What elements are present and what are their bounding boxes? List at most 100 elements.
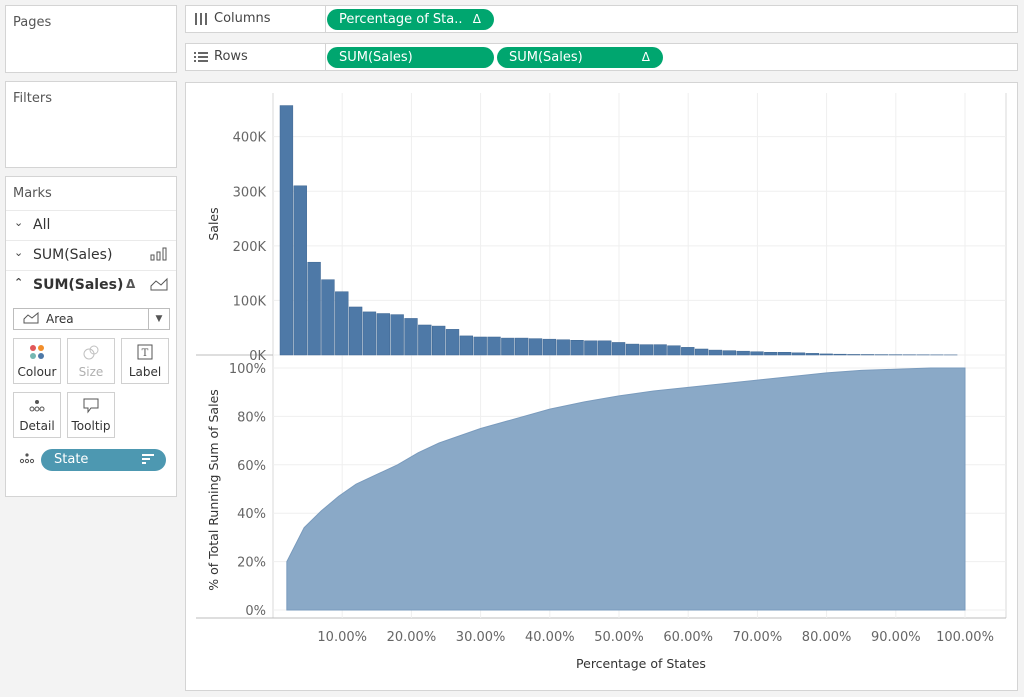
colour-button[interactable]: Colour xyxy=(13,338,61,384)
tooltip-button[interactable]: Tooltip xyxy=(67,392,115,438)
y-axis-title: % of Total Running Sum of Sales xyxy=(206,389,221,591)
bar xyxy=(639,344,653,356)
percentage-of-states-pill-label: Percentage of Sta.. xyxy=(339,12,463,27)
bar xyxy=(584,340,598,356)
marks-title: Marks xyxy=(13,186,52,201)
mark-type-value: Area xyxy=(46,312,74,326)
y-axis-title: Sales xyxy=(206,207,221,240)
y-tick-label: 80% xyxy=(237,410,266,425)
size-label: Size xyxy=(78,365,104,379)
bar xyxy=(653,344,667,356)
tooltip-label: Tooltip xyxy=(71,419,111,433)
bar xyxy=(681,347,695,356)
marks-layer-bar-row[interactable]: ⌄ SUM(Sales) xyxy=(6,240,176,269)
state-field-pill[interactable]: State xyxy=(41,449,166,471)
bar xyxy=(445,329,460,356)
y-tick-label: 100K xyxy=(233,294,267,309)
pages-card[interactable]: Pages xyxy=(5,5,177,73)
tooltip-icon xyxy=(68,398,114,416)
bar xyxy=(279,105,294,356)
bar xyxy=(556,339,570,356)
colour-label: Colour xyxy=(17,365,57,379)
bar xyxy=(362,311,377,356)
area-chart-icon xyxy=(23,311,39,327)
chevron-down-icon: ⌄ xyxy=(14,216,24,229)
sort-descending-icon xyxy=(142,449,154,471)
y-tick-label: 100% xyxy=(229,362,266,377)
delta-icon: Δ xyxy=(641,50,650,64)
rows-icon xyxy=(194,44,208,73)
columns-icon xyxy=(194,6,208,35)
bar xyxy=(667,345,681,356)
chart-view[interactable]: 0K 100K 200K 300K 400K Sales 0% 20% 40% 60% 80% 100… xyxy=(185,82,1018,691)
columns-shelf-label: Columns xyxy=(186,6,326,32)
detail-icon xyxy=(14,398,60,416)
pages-title: Pages xyxy=(13,15,52,30)
detail-button[interactable]: Detail xyxy=(13,392,61,438)
x-tick-label: 40.00% xyxy=(525,630,575,645)
x-tick-label: 100.00% xyxy=(936,630,994,645)
filters-card[interactable]: Filters xyxy=(5,81,177,168)
x-tick-label: 50.00% xyxy=(594,630,644,645)
sum-sales-pill-1-label: SUM(Sales) xyxy=(339,50,413,65)
percentage-of-states-pill[interactable]: Percentage of Sta.. Δ xyxy=(327,9,494,30)
columns-label: Columns xyxy=(214,11,271,26)
colour-icon xyxy=(14,344,60,362)
detail-label: Detail xyxy=(19,419,55,433)
label-button[interactable]: T Label xyxy=(121,338,169,384)
bar xyxy=(598,340,612,356)
bar xyxy=(376,313,390,356)
bar xyxy=(542,338,557,356)
size-button[interactable]: Size xyxy=(67,338,115,384)
bar xyxy=(459,335,474,356)
sum-sales-pill-1[interactable]: SUM(Sales) xyxy=(327,47,494,68)
y-tick-label: 20% xyxy=(237,556,266,571)
marks-layer-area-row[interactable]: ⌃ SUM(Sales) Δ xyxy=(6,270,176,299)
x-tick-label: 10.00% xyxy=(317,630,367,645)
chevron-up-icon: ⌃ xyxy=(14,276,24,289)
bar xyxy=(791,352,806,356)
bar-chart-icon xyxy=(150,247,168,264)
rows-label: Rows xyxy=(214,49,248,64)
rows-shelf[interactable]: Rows SUM(Sales) SUM(Sales) Δ xyxy=(185,43,1018,71)
bar xyxy=(625,343,640,356)
bar xyxy=(736,350,750,356)
bar xyxy=(819,353,833,356)
bar xyxy=(515,337,529,356)
y-tick-label: 300K xyxy=(233,185,267,200)
bar xyxy=(487,336,501,356)
bar xyxy=(473,336,487,356)
bar xyxy=(722,350,736,356)
delta-icon: Δ xyxy=(126,277,136,291)
bar xyxy=(501,337,515,356)
detail-icon xyxy=(19,452,35,467)
mark-type-dropdown[interactable]: Area ▼ xyxy=(13,308,170,330)
x-tick-label: 90.00% xyxy=(871,630,921,645)
sum-sales-pill-2[interactable]: SUM(Sales) Δ xyxy=(497,47,663,68)
bar xyxy=(418,324,432,356)
bar xyxy=(390,314,404,356)
area-chart-icon xyxy=(150,277,168,294)
y-tick-label: 40% xyxy=(237,507,266,522)
marks-card: Marks ⌄ All ⌄ SUM(Sales) ⌃ SUM(Sales) Δ … xyxy=(5,176,177,497)
bar xyxy=(777,352,792,356)
bar xyxy=(335,291,349,356)
x-tick-label: 20.00% xyxy=(387,630,437,645)
bar xyxy=(708,349,723,356)
bar xyxy=(293,185,307,356)
columns-shelf[interactable]: Columns Percentage of Sta.. Δ xyxy=(185,5,1018,33)
filters-title: Filters xyxy=(13,91,52,106)
y-tick-label: 0K xyxy=(249,349,266,364)
label-label: Label xyxy=(128,365,162,379)
marks-all-row[interactable]: ⌄ All xyxy=(6,210,176,239)
bar xyxy=(847,354,861,356)
bar xyxy=(694,348,709,356)
label-icon: T xyxy=(122,344,168,362)
dropdown-arrow-icon: ▼ xyxy=(148,309,169,329)
x-tick-label: 30.00% xyxy=(456,630,506,645)
x-tick-label: 80.00% xyxy=(802,630,852,645)
combined-chart[interactable]: 0K 100K 200K 300K 400K Sales 0% 20% 40% 60% 80% 100… xyxy=(186,83,1017,690)
y-tick-label: 200K xyxy=(233,240,267,255)
bar xyxy=(833,353,847,356)
y-tick-label: 0% xyxy=(245,604,266,619)
